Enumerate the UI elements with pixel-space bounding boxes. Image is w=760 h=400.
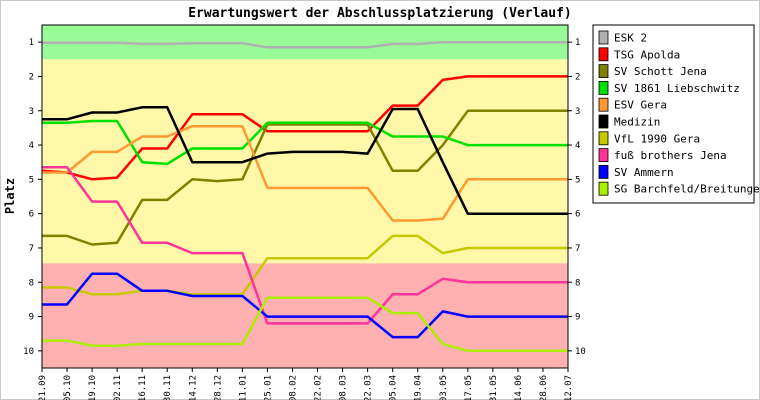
y-tick-label-right: 4: [575, 141, 580, 151]
legend-swatch: [598, 81, 609, 95]
x-tick-labels: 21.09 05.10 19.10 02.11 16.11 30.11 14.12 28.12…: [38, 375, 574, 400]
x-tick-label: 22.03: [364, 375, 374, 400]
y-tick-label-left: 2: [29, 72, 34, 82]
y-axis-label: Platz: [3, 178, 17, 214]
x-tick-label: 22.02: [314, 375, 324, 400]
x-tick-label: 08.03: [339, 375, 349, 400]
legend-swatch: [598, 148, 609, 163]
x-tick-label: 05.04: [389, 375, 399, 400]
series-line-8: [42, 272, 568, 339]
series-line-0: [42, 40, 568, 49]
y-tick-label-left: 4: [29, 141, 34, 151]
x-tick-label: 02.11: [113, 375, 123, 400]
y-tick-label-left: 7: [29, 244, 34, 254]
y-tick-label-right: 5: [575, 175, 580, 185]
series-lines: [41, 40, 568, 353]
y-tick-label-left: 6: [29, 210, 34, 220]
series-line-1: [41, 75, 568, 181]
y-tick-label-right: 10: [575, 347, 586, 357]
legend-label: Medizin: [614, 116, 660, 129]
x-tick-label: 14.12: [188, 375, 198, 400]
y-tick-label-right: 6: [575, 210, 580, 220]
y-tick-label-right: 3: [575, 107, 580, 117]
legend-swatch: [598, 114, 609, 129]
legend-label: ESV Gera: [614, 99, 667, 112]
x-tick-label: 28.12: [213, 375, 223, 400]
x-tick-label: 03.05: [439, 375, 449, 400]
legend-box: [592, 24, 755, 204]
legend-label: SV Ammern: [614, 166, 674, 179]
legend-label: TSG Apolda: [614, 48, 680, 61]
x-tick-label: 12.07: [564, 375, 574, 400]
series-line-5: [42, 106, 568, 215]
x-tick-label: 28.06: [539, 375, 549, 400]
x-tick-label: 25.01: [263, 375, 273, 400]
y-tick-label-right: 1: [575, 38, 580, 48]
legend-swatch: [598, 47, 609, 62]
legend-label: SV 1861 Liebschwitz: [614, 82, 740, 95]
x-tick-label: 21.09: [38, 375, 48, 400]
x-tick-label: 17.05: [464, 375, 474, 400]
grid: [38, 41, 572, 372]
series-line-9: [42, 296, 568, 353]
x-tick-label: 19.04: [414, 375, 424, 400]
legend: ESK 2 TSG Apolda SV Schott Jena SV 1861 Lie…: [592, 24, 760, 204]
legend-label: SG Barchfeld/Breitungen: [614, 183, 760, 196]
y-tick-label-right: 2: [575, 72, 580, 82]
x-tick-label: 14.06: [514, 375, 524, 400]
y-tick-labels: 1 1 2 2 3 3 4 4 5 5 6 6 7 7 8 8 9 9 10 10: [23, 38, 586, 357]
y-tick-label-left: 9: [29, 313, 34, 323]
series-line-6: [42, 234, 568, 296]
x-tick-label: 08.02: [288, 375, 298, 400]
legend-label: SV Schott Jena: [614, 65, 707, 78]
x-tick-label: 31.05: [489, 375, 499, 400]
x-tick-label: 30.11: [163, 375, 173, 400]
y-tick-label-left: 3: [29, 107, 34, 117]
legend-label: VfL 1990 Gera: [614, 132, 700, 145]
legend-swatch: [598, 97, 609, 112]
y-tick-label-left: 1: [29, 38, 34, 48]
series-line-4: [42, 124, 568, 222]
y-tick-label-left: 5: [29, 175, 34, 185]
x-tick-label: 11.01: [238, 375, 248, 400]
y-tick-label-left: 10: [23, 347, 34, 357]
legend-label: fuß brothers Jena: [614, 149, 727, 162]
legend-label: ESK 2: [614, 32, 647, 45]
x-tick-label: 05.10: [63, 375, 73, 400]
y-tick-label-right: 7: [575, 244, 580, 254]
legend-swatch: [598, 181, 609, 196]
zone-band-1: [42, 59, 568, 264]
chart-title: Erwartungswert der Abschlussplatzierung …: [188, 6, 572, 21]
legend-swatch: [598, 30, 609, 45]
legend-swatch: [598, 164, 609, 179]
series-line-3: [42, 119, 568, 166]
y-tick-label-right: 9: [575, 313, 580, 323]
series-line-7: [42, 166, 568, 325]
x-tick-label: 19.10: [88, 375, 98, 400]
x-tick-label: 16.11: [138, 375, 148, 400]
y-tick-label-right: 8: [575, 278, 580, 288]
plot-frame: [41, 24, 569, 369]
legend-swatch: [598, 64, 609, 78]
legend-swatch: [598, 131, 609, 146]
y-tick-label-left: 8: [29, 278, 34, 288]
